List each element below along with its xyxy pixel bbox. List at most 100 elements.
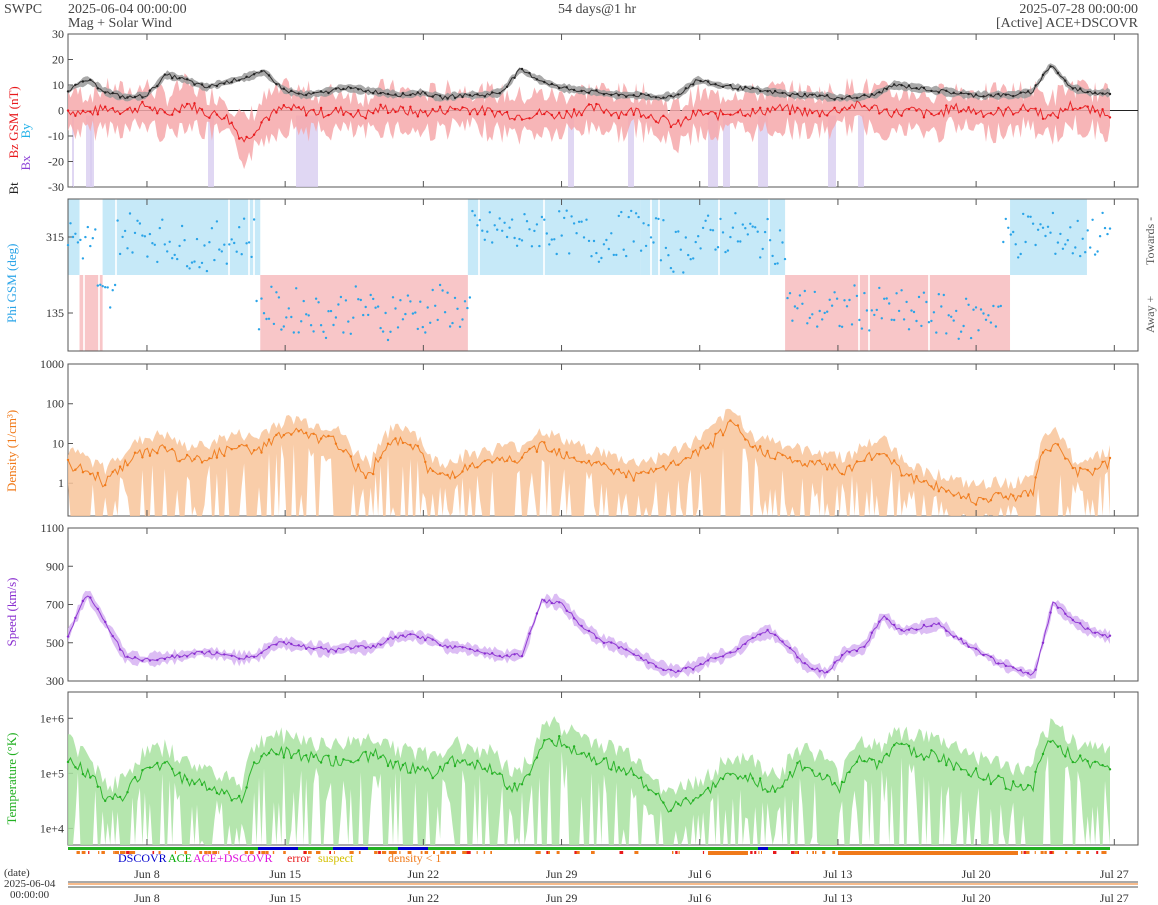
- temperature-point: [267, 751, 271, 755]
- temperature-point: [639, 776, 643, 779]
- quality-flag: [702, 851, 705, 854]
- temperature-point: [453, 764, 457, 768]
- temperature-point: [438, 765, 442, 768]
- bz-point: [788, 112, 792, 116]
- date-axis: Jun 8 Jun 8 Jun 15 Jun 15 Jun 22 Jun 22 Jun 29…: [4, 867, 1138, 905]
- phi-point: [1101, 211, 1104, 215]
- bt-point: [558, 86, 561, 90]
- density-point: [327, 434, 330, 438]
- bt-point: [684, 87, 687, 90]
- quality-flag: [1025, 851, 1030, 854]
- temperature-point: [922, 758, 926, 761]
- phi-gap: [253, 199, 255, 351]
- phi-point: [354, 285, 357, 288]
- quality-flag: [812, 851, 814, 854]
- density-point: [982, 497, 985, 501]
- phi-point: [493, 224, 496, 227]
- phi-point: [429, 321, 432, 324]
- density-point: [305, 431, 308, 434]
- speed-point: [654, 665, 658, 668]
- phi-point: [888, 302, 891, 305]
- bt-point: [230, 80, 233, 84]
- bt-point: [461, 95, 464, 99]
- phi-point: [74, 232, 77, 235]
- bz-point: [81, 109, 85, 113]
- quality-flag: [619, 851, 624, 854]
- bt-point: [766, 90, 769, 93]
- time-span: 54 days@1 hr: [558, 2, 637, 17]
- phi-point: [66, 243, 70, 247]
- bz-point: [550, 113, 553, 117]
- phi-point: [840, 325, 844, 328]
- density-point: [193, 457, 196, 461]
- temperature-point: [1012, 780, 1015, 783]
- phi-point: [406, 294, 410, 297]
- phi-point: [141, 234, 144, 237]
- phi-gap: [858, 199, 860, 351]
- mag-ytick-label: 20: [52, 53, 64, 67]
- phi-point: [716, 246, 720, 249]
- source-bar-dscovr: [758, 847, 768, 850]
- data-source: [Active] ACE+DSCOVR: [995, 16, 1138, 31]
- bt-point: [781, 91, 784, 95]
- quality-flag: [1076, 851, 1078, 854]
- phi-point: [319, 324, 323, 327]
- phi-point: [419, 300, 422, 303]
- phi-point: [1046, 225, 1050, 228]
- phi-point: [486, 230, 489, 233]
- phi-point: [662, 219, 665, 222]
- speed-point: [1056, 606, 1060, 609]
- bt-point: [1101, 92, 1104, 95]
- temperature-point: [818, 772, 821, 775]
- bz-point: [104, 105, 107, 108]
- temperature-point: [945, 763, 948, 767]
- speed-point: [572, 617, 576, 620]
- bx-spike: [308, 115, 318, 187]
- bz-point: [141, 100, 144, 104]
- bz-point: [520, 118, 524, 121]
- density-point: [930, 485, 933, 488]
- density-point: [1034, 476, 1037, 479]
- density-point: [617, 468, 620, 471]
- phi-point: [498, 217, 501, 220]
- phi-point: [94, 228, 97, 231]
- phi-point: [1064, 243, 1067, 246]
- bz-point: [96, 113, 100, 116]
- speed-point: [491, 652, 494, 655]
- bz-point: [357, 109, 360, 112]
- quality-flag: [822, 851, 824, 854]
- bz-point: [461, 106, 464, 109]
- temperature-point: [1004, 787, 1007, 790]
- phi-point: [285, 316, 288, 319]
- bt-point: [126, 96, 129, 99]
- quality-flag: [420, 851, 423, 854]
- density-point: [297, 430, 300, 433]
- bt-point: [699, 79, 702, 83]
- phi-point: [163, 243, 166, 246]
- temperature-point: [528, 773, 531, 776]
- phi-point: [942, 293, 945, 297]
- temperature-point: [424, 769, 427, 772]
- phi-point: [622, 248, 625, 251]
- temperature-point: [654, 793, 658, 796]
- phi-point: [463, 300, 467, 303]
- bt-point: [1012, 95, 1015, 98]
- phi-point: [915, 319, 918, 323]
- bz-point: [632, 113, 635, 117]
- phi-point: [128, 212, 132, 215]
- density-point: [89, 472, 92, 476]
- quality-flag: [462, 851, 466, 854]
- phi-point: [741, 223, 744, 226]
- phi-point: [505, 235, 509, 239]
- legend-ace: ACE: [168, 851, 192, 865]
- temperature-point: [215, 791, 219, 795]
- bt-point: [811, 93, 814, 96]
- phi-point: [749, 222, 752, 225]
- temperature-point: [245, 786, 248, 789]
- bz-point: [893, 111, 896, 114]
- x-tick-label-lower: Jun 15: [269, 891, 301, 905]
- bz-point: [223, 117, 226, 120]
- phi-point: [171, 257, 174, 260]
- phi-point: [907, 328, 911, 331]
- speed-point: [260, 651, 263, 654]
